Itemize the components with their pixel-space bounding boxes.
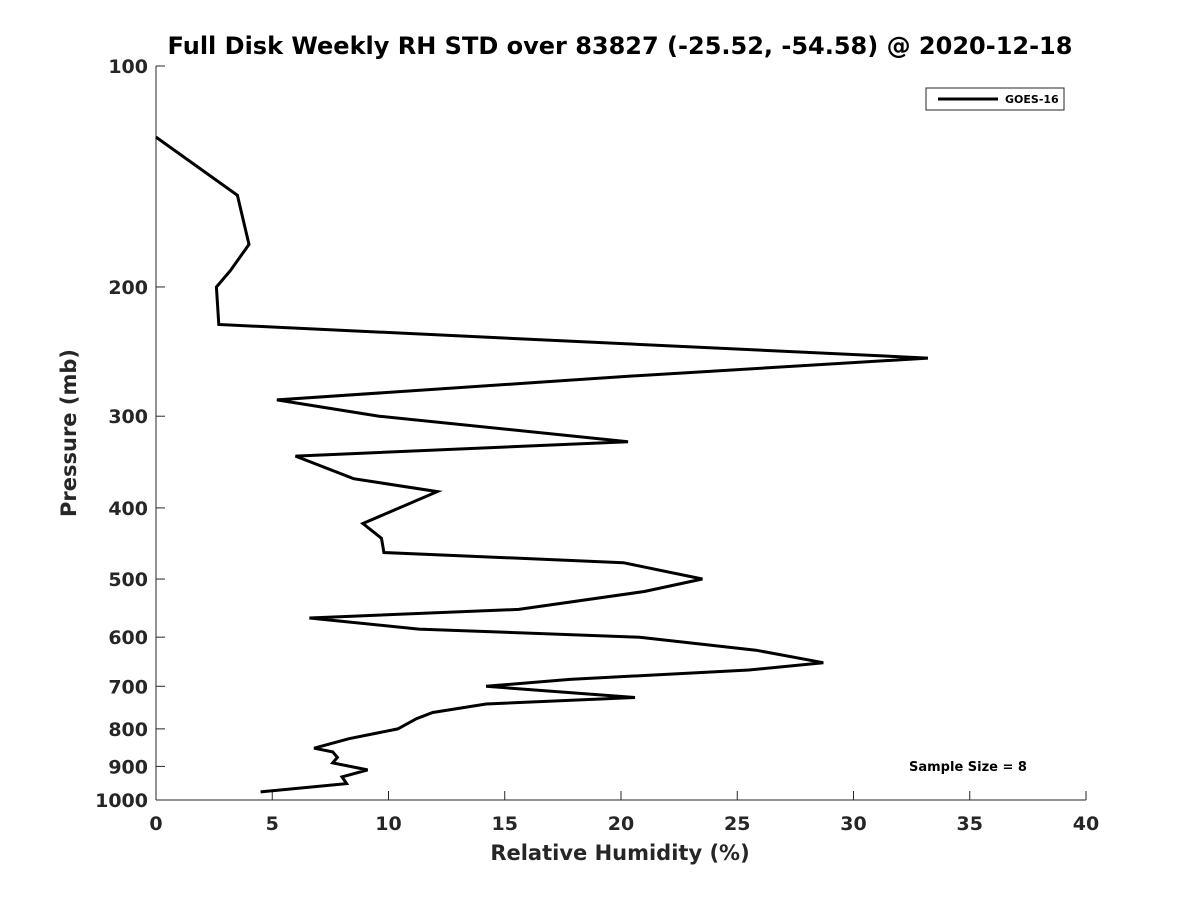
y-tick-label: 1000	[95, 790, 148, 812]
x-tick-label: 0	[149, 813, 162, 835]
x-tick-label: 40	[1073, 813, 1099, 835]
y-tick-label: 500	[108, 569, 148, 591]
y-tick-label: 200	[108, 277, 148, 299]
y-tick-label: 300	[108, 406, 148, 428]
y-axis-ticks: 100 200 300 400 500 600 700 800 900 1000	[95, 56, 165, 812]
x-tick-label: 5	[266, 813, 279, 835]
series-layer	[155, 135, 928, 794]
y-tick-label: 100	[108, 56, 148, 78]
x-tick-label: 25	[724, 813, 750, 835]
y-tick-label: 700	[108, 676, 148, 698]
chart-title: Full Disk Weekly RH STD over 83827 (-25.…	[168, 32, 1073, 60]
x-tick-label: 20	[608, 813, 634, 835]
y-tick-label: 900	[108, 756, 148, 778]
legend-label-goes-16: GOES-16	[1005, 93, 1059, 106]
series-line-goes-16	[155, 135, 928, 794]
y-tick-label: 400	[108, 498, 148, 520]
legend: GOES-16	[925, 87, 1065, 111]
y-axis-label: Pressure (mb)	[57, 349, 81, 517]
x-axis-label: Relative Humidity (%)	[490, 841, 749, 865]
sample-size-annotation: Sample Size = 8	[909, 760, 1027, 775]
x-tick-label: 35	[957, 813, 983, 835]
x-tick-label: 30	[840, 813, 866, 835]
x-tick-label: 15	[492, 813, 518, 835]
y-tick-label: 800	[108, 719, 148, 741]
x-tick-label: 10	[375, 813, 401, 835]
axes	[155, 66, 1086, 801]
x-axis-ticks: 0 5 10 15 20 25 30 35 40	[149, 791, 1099, 835]
y-tick-label: 600	[108, 627, 148, 649]
